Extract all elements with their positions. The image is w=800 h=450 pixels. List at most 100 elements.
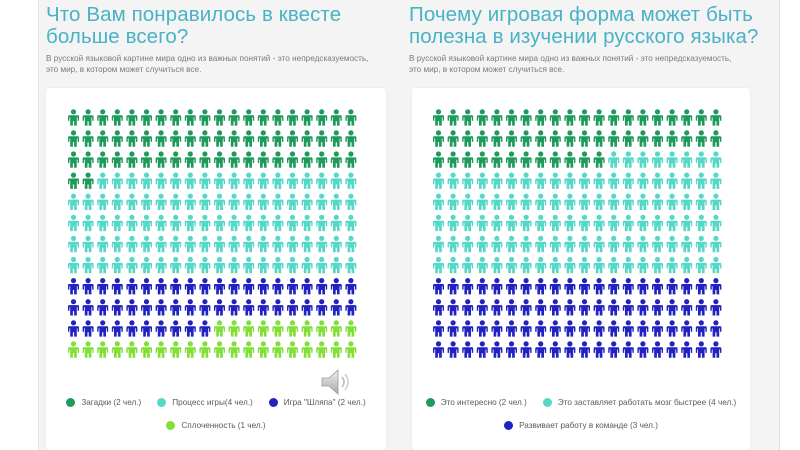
person-icon bbox=[666, 320, 678, 337]
legend-swatch bbox=[504, 421, 514, 430]
person-icon bbox=[126, 299, 138, 316]
person-icon bbox=[579, 214, 590, 232]
person-icon bbox=[82, 320, 94, 337]
person-icon bbox=[155, 235, 167, 253]
person-icon bbox=[506, 109, 517, 126]
person-icon bbox=[97, 320, 109, 337]
person-icon bbox=[681, 299, 693, 316]
person-icon bbox=[199, 130, 211, 147]
right-pictogram-chart bbox=[433, 109, 722, 358]
person-icon bbox=[345, 299, 357, 316]
person-icon bbox=[433, 256, 444, 274]
person-icon bbox=[228, 172, 240, 189]
person-icon bbox=[433, 130, 444, 147]
person-icon bbox=[462, 256, 474, 274]
person-icon bbox=[184, 256, 196, 274]
person-icon bbox=[330, 109, 342, 126]
person-icon bbox=[155, 341, 167, 358]
legend-item: Это интересно (2 чел.) bbox=[425, 398, 527, 407]
person-icon bbox=[520, 235, 532, 253]
person-icon bbox=[82, 151, 94, 168]
person-icon bbox=[549, 320, 561, 337]
person-icon bbox=[287, 299, 298, 316]
person-icon bbox=[301, 341, 313, 358]
person-icon bbox=[316, 214, 328, 232]
person-icon bbox=[257, 130, 269, 147]
person-icon bbox=[170, 151, 182, 168]
person-icon bbox=[506, 341, 517, 358]
person-icon bbox=[316, 256, 328, 274]
person-icon bbox=[243, 214, 255, 232]
person-icon bbox=[228, 214, 240, 232]
person-icon bbox=[141, 193, 152, 210]
person-icon bbox=[535, 109, 547, 126]
person-icon bbox=[549, 193, 561, 210]
person-icon bbox=[330, 193, 342, 210]
person-icon bbox=[564, 172, 576, 189]
right-question-subtitle: В русской языковой картине мира одно из … bbox=[409, 54, 732, 74]
person-icon bbox=[491, 151, 503, 168]
person-icon bbox=[608, 256, 620, 274]
person-icon bbox=[710, 172, 722, 189]
person-icon bbox=[228, 320, 240, 337]
person-icon bbox=[199, 278, 211, 295]
person-icon bbox=[82, 235, 94, 253]
person-icon bbox=[97, 151, 109, 168]
speaker-icon[interactable] bbox=[318, 367, 358, 397]
person-icon bbox=[652, 109, 663, 126]
person-icon bbox=[695, 172, 707, 189]
left-legend: Загадки (2 чел.) Процесс игры(4 чел.) Игра… bbox=[46, 398, 386, 430]
person-icon bbox=[184, 109, 196, 126]
person-icon bbox=[637, 109, 649, 126]
person-icon bbox=[228, 235, 240, 253]
person-icon bbox=[433, 151, 444, 168]
person-icon bbox=[316, 172, 328, 189]
person-icon bbox=[491, 130, 503, 147]
person-icon bbox=[637, 278, 649, 295]
person-icon bbox=[549, 235, 561, 253]
person-icon bbox=[257, 151, 269, 168]
left-question-title: Что Вам понравилось в квесте больше всег… bbox=[46, 3, 342, 48]
person-icon bbox=[141, 235, 152, 253]
person-icon bbox=[593, 151, 605, 168]
person-icon bbox=[520, 151, 532, 168]
person-icon bbox=[695, 214, 707, 232]
legend-swatch bbox=[268, 398, 278, 407]
person-icon bbox=[68, 341, 79, 358]
person-icon bbox=[695, 151, 707, 168]
person-icon bbox=[549, 278, 561, 295]
person-icon bbox=[447, 109, 459, 126]
person-icon bbox=[345, 172, 357, 189]
person-icon bbox=[549, 299, 561, 316]
person-icon bbox=[184, 130, 196, 147]
legend-row: Загадки (2 чел.) Процесс игры(4 чел.) Игра… bbox=[46, 398, 386, 407]
person-icon bbox=[695, 278, 707, 295]
right-chart-card: Это интересно (2 чел.) Это заставляет раб… bbox=[412, 88, 750, 450]
legend-swatch bbox=[66, 398, 76, 407]
person-icon bbox=[301, 172, 313, 189]
person-icon bbox=[345, 130, 357, 147]
person-icon bbox=[447, 278, 459, 295]
person-icon bbox=[243, 278, 255, 295]
person-icon bbox=[316, 278, 328, 295]
slide-border-left bbox=[38, 0, 39, 450]
person-icon bbox=[184, 214, 196, 232]
person-icon bbox=[141, 151, 152, 168]
person-icon bbox=[141, 299, 152, 316]
person-icon bbox=[433, 320, 444, 337]
person-icon bbox=[549, 151, 561, 168]
person-icon bbox=[681, 172, 693, 189]
person-icon bbox=[462, 235, 474, 253]
person-icon bbox=[68, 278, 79, 295]
person-icon bbox=[593, 320, 605, 337]
person-icon bbox=[608, 214, 620, 232]
person-icon bbox=[170, 109, 182, 126]
person-icon bbox=[447, 130, 459, 147]
person-icon bbox=[520, 193, 532, 210]
person-icon bbox=[199, 214, 211, 232]
person-icon bbox=[82, 109, 94, 126]
person-icon bbox=[257, 172, 269, 189]
person-icon bbox=[126, 256, 138, 274]
person-icon bbox=[535, 130, 547, 147]
person-icon bbox=[301, 256, 313, 274]
